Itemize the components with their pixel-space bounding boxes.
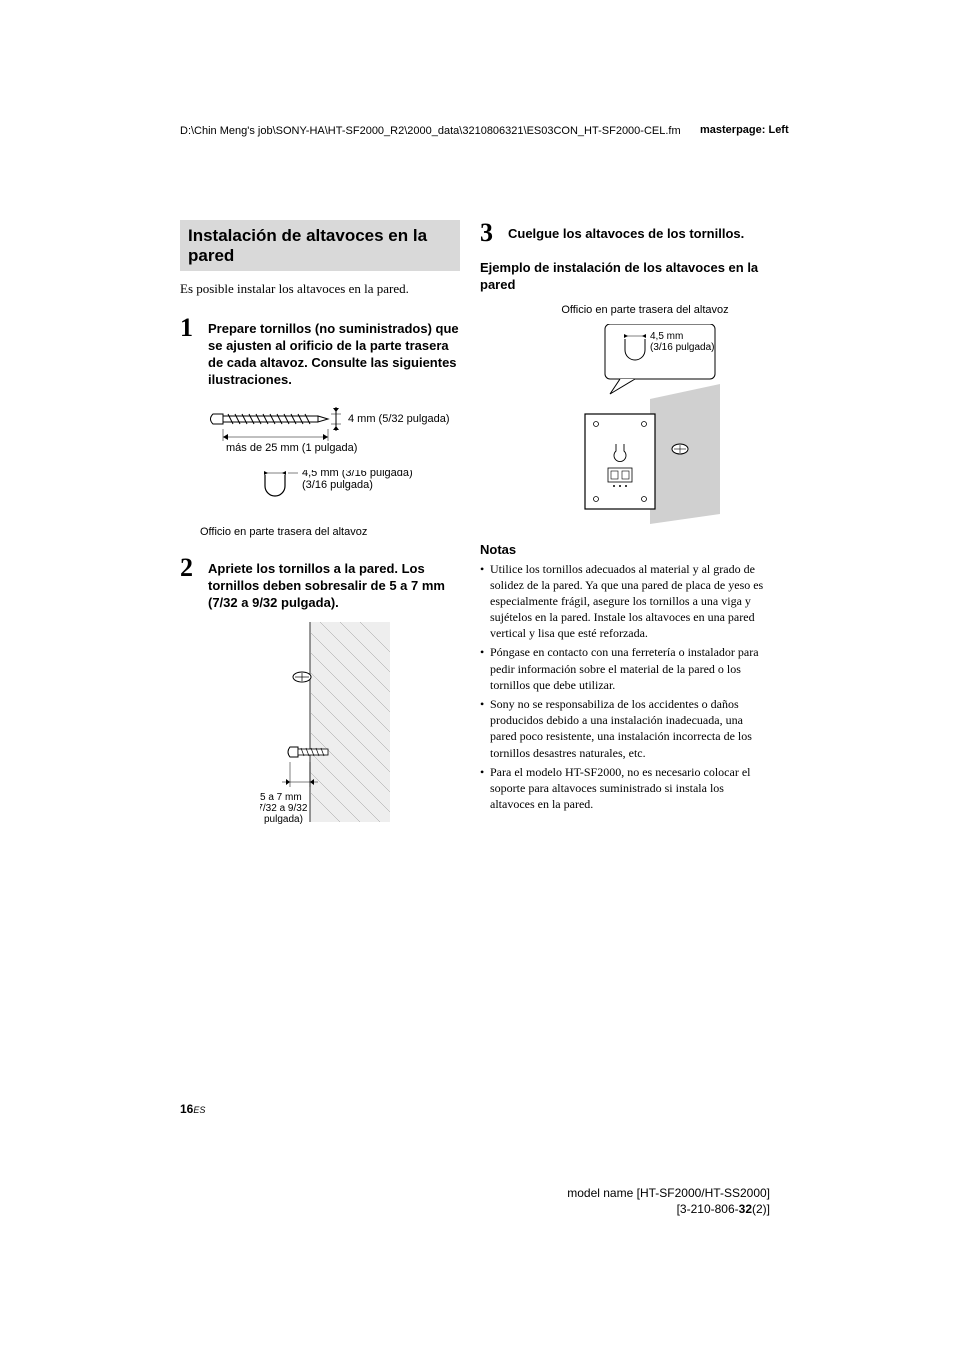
screw-illustration: 4 mm (5/32 pulgada) más de 25 mm (1 pulg…: [208, 399, 460, 454]
step-3: 3 Cuelgue los altavoces de los tornillos…: [480, 220, 770, 246]
note-item: Sony no se responsabiliza de los acciden…: [480, 696, 770, 761]
svg-text:(7/32 a 9/32: (7/32 a 9/32: [260, 803, 308, 814]
left-column: Instalación de altavoces en la pared Es …: [180, 220, 460, 858]
wall-screw-illustration: 5 a 7 mm (7/32 a 9/32 pulgada): [260, 622, 460, 842]
note-item: Utilice los tornillos adecuados al mater…: [480, 561, 770, 642]
keyhole-illustration: 4,5 mm (3/16 pulgada) (3/16 pulgada) Off…: [250, 470, 460, 540]
step-1-text: Prepare tornillos (no suministrados) que…: [208, 315, 460, 389]
step-1: 1 Prepare tornillos (no suministrados) q…: [180, 315, 460, 389]
example-caption: Officio en parte trasera del altavoz: [520, 304, 770, 318]
svg-text:5 a 7 mm: 5 a 7 mm: [260, 792, 302, 803]
svg-text:(3/16 pulgada): (3/16 pulgada): [302, 479, 373, 491]
example-illustration: Officio en parte trasera del altavoz 4,5…: [520, 304, 770, 524]
section-title-box: Instalación de altavoces en la pared: [180, 220, 460, 271]
svg-text:(3/16 pulgada): (3/16 pulgada): [650, 342, 715, 353]
step-2-text: Apriete los tornillos a la pared. Los to…: [208, 555, 460, 612]
section-title: Instalación de altavoces en la pared: [188, 226, 452, 265]
example-heading: Ejemplo de instalación de los altavoces …: [480, 260, 770, 294]
footer-model-info: model name [HT-SF2000/HT-SS2000] [3-210-…: [180, 1186, 770, 1217]
svg-text:4,5 mm: 4,5 mm: [650, 331, 683, 342]
step-2-number: 2: [180, 555, 208, 581]
screw-length-label: más de 25 mm (1 pulgada): [226, 442, 357, 454]
step-3-number: 3: [480, 220, 508, 246]
keyhole-caption: Officio en parte trasera del altavoz: [200, 526, 460, 540]
note-item: Para el modelo HT-SF2000, no es necesari…: [480, 764, 770, 813]
step-3-text: Cuelgue los altavoces de los tornillos.: [508, 220, 744, 243]
screw-diameter-label: 4 mm (5/32 pulgada): [348, 413, 450, 425]
svg-text:pulgada): pulgada): [264, 814, 303, 825]
note-item: Póngase en contacto con una ferretería o…: [480, 644, 770, 693]
step-2: 2 Apriete los tornillos a la pared. Los …: [180, 555, 460, 612]
right-column: 3 Cuelgue los altavoces de los tornillos…: [480, 220, 770, 815]
keyhole-width-label-1: 4,5 mm (3/16 pulgada): [302, 470, 413, 479]
notes-heading: Notas: [480, 542, 770, 557]
page-number: 16ES: [180, 1102, 205, 1116]
intro-text: Es posible instalar los altavoces en la …: [180, 281, 460, 297]
notes-list: Utilice los tornillos adecuados al mater…: [480, 561, 770, 813]
header-file-path: D:\Chin Meng's job\SONY-HA\HT-SF2000_R2\…: [180, 124, 681, 138]
step-1-number: 1: [180, 315, 208, 341]
masterpage-label: masterpage: Left: [700, 124, 789, 136]
